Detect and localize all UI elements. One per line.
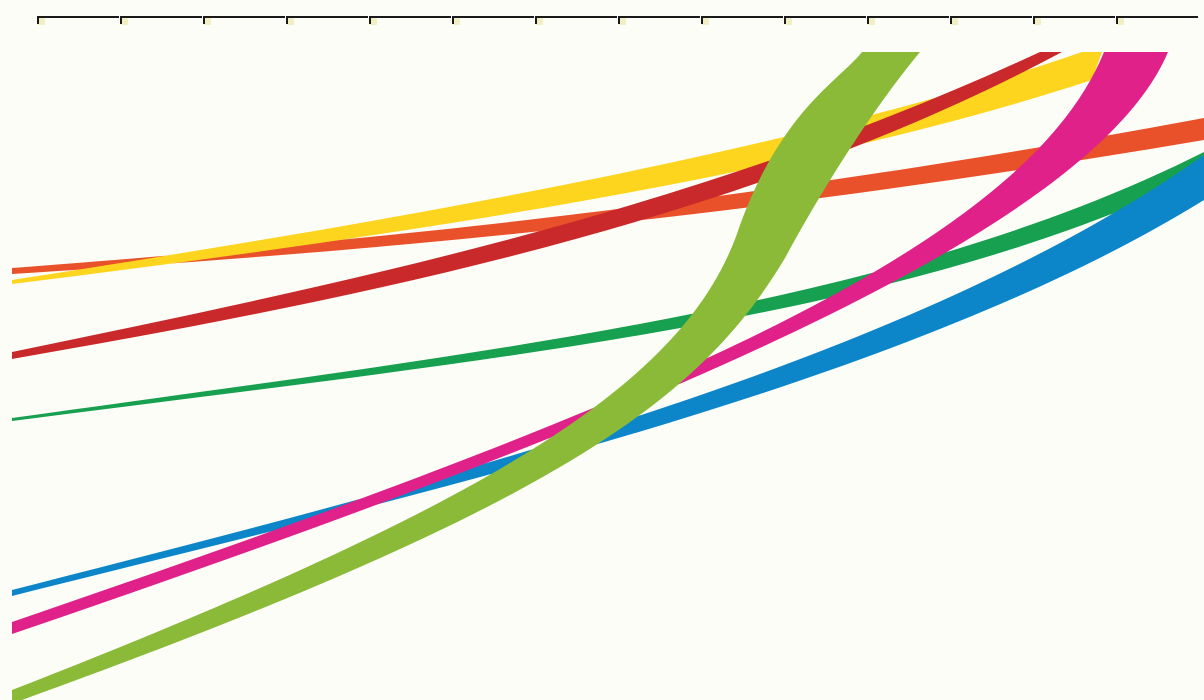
tick-mark	[618, 16, 700, 24]
tick-strip	[37, 16, 1198, 25]
tick-mark	[867, 16, 949, 24]
tick-tab	[951, 17, 958, 25]
tick-mark	[120, 16, 202, 24]
tick-tab	[453, 17, 460, 25]
tick-mark	[701, 16, 783, 24]
tick-tab	[1034, 17, 1041, 25]
tick-mark	[286, 16, 368, 24]
tick-mark	[784, 16, 866, 24]
tick-mark	[535, 16, 617, 24]
tick-mark	[452, 16, 534, 24]
tick-tab	[619, 17, 626, 25]
tick-mark	[203, 16, 285, 24]
ribbon-light-green	[12, 52, 920, 700]
tick-tab	[287, 17, 294, 25]
tick-mark	[1033, 16, 1115, 24]
tick-tab	[868, 17, 875, 25]
tick-mark	[369, 16, 451, 24]
tick-tab	[370, 17, 377, 25]
tick-tab	[1117, 17, 1124, 25]
tick-tab	[536, 17, 543, 25]
tick-tab	[38, 17, 45, 25]
tick-mark	[950, 16, 1032, 24]
tick-tab	[121, 17, 128, 25]
tick-mark	[1116, 16, 1198, 24]
tick-tab	[702, 17, 709, 25]
tick-tab	[204, 17, 211, 25]
tick-tab	[785, 17, 792, 25]
tick-mark	[37, 16, 119, 24]
